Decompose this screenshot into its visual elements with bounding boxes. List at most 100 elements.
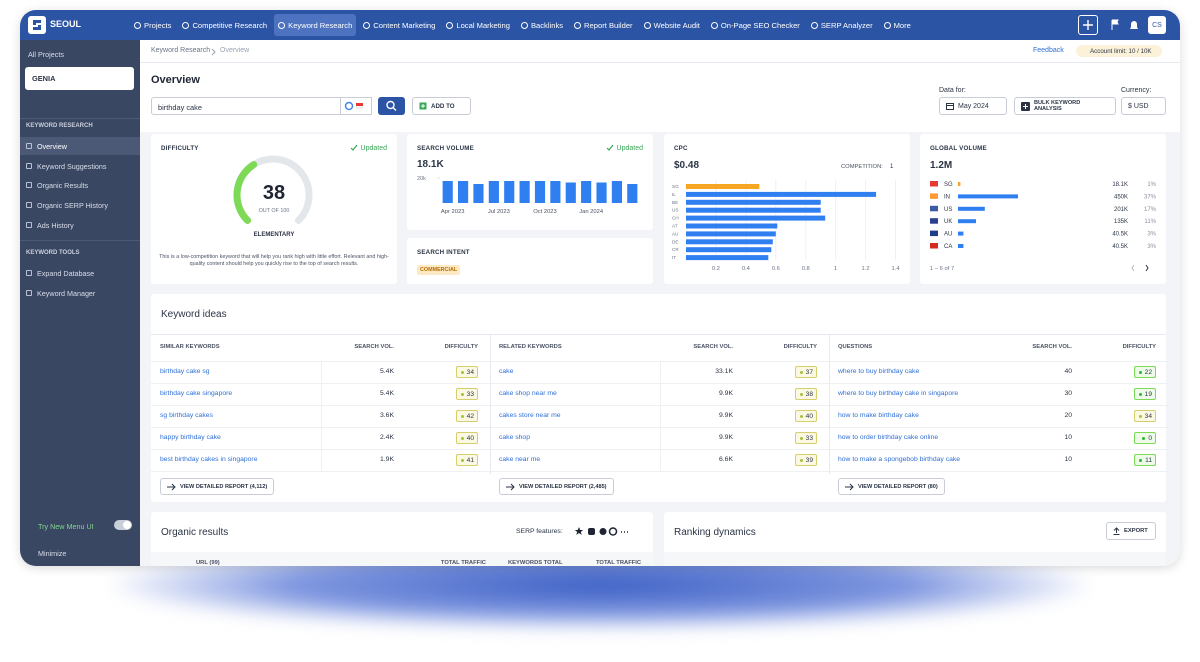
ranking-card: Ranking dynamics EXPORT (664, 512, 1166, 566)
export-label: EXPORT (1124, 528, 1148, 534)
x-tick-label: 0.2 (712, 266, 720, 272)
bar (581, 181, 592, 203)
report-label: VIEW DETAILED REPORT (4,112) (180, 483, 268, 490)
side-item[interactable]: Organic Results (20, 176, 140, 194)
divider (151, 334, 1166, 335)
row-divider (829, 383, 1168, 384)
bar (958, 244, 964, 248)
add-button[interactable] (1078, 15, 1098, 35)
try-new[interactable]: Try New Menu UI (38, 522, 94, 531)
nav-item[interactable]: Content Marketing (359, 14, 439, 36)
difficulty-badge: 19 (1134, 388, 1156, 400)
volume: 6.6K (719, 456, 733, 463)
check (350, 144, 357, 151)
keyword-link[interactable]: where to buy birthday cake in singapore (838, 390, 959, 397)
nav-item[interactable]: Projects (130, 14, 175, 36)
card-label: SEARCH VOLUME (417, 145, 474, 152)
search-icon (386, 100, 397, 111)
keyword-link[interactable]: best birthday cakes in singapore (160, 456, 258, 463)
nav-item[interactable]: Keyword Research (274, 14, 357, 36)
bar (565, 182, 576, 203)
keyword-link[interactable]: cake (499, 368, 514, 375)
flag (930, 181, 938, 187)
nav-item[interactable]: Report Builder (570, 14, 637, 36)
keyword-link[interactable]: happy birthday cake (160, 434, 221, 441)
keyword-link[interactable]: cake shop near me (499, 390, 557, 397)
add-to-label: ADD TO (431, 102, 455, 110)
search-button[interactable] (378, 97, 405, 115)
bar (686, 223, 778, 229)
side-item[interactable]: Keyword Suggestions (20, 157, 140, 175)
nav-item[interactable]: Backlinks (517, 14, 567, 36)
nav-item[interactable]: SERP Analyzer (807, 14, 877, 36)
side-item[interactable]: Organic SERP History (20, 196, 140, 214)
side-item[interactable]: Overview (20, 137, 140, 155)
difficulty-badge: 33 (795, 432, 817, 444)
keyword-link[interactable]: birthday cake singapore (160, 390, 233, 397)
top-nav: SEOUL Projects Competitive Research Keywor… (20, 10, 1180, 40)
breadcrumb[interactable]: Keyword Research (151, 47, 211, 54)
side-icon (26, 222, 32, 228)
value-label: 40.5K (1112, 232, 1128, 238)
keyword-link[interactable]: cake near me (499, 456, 541, 463)
report-button[interactable]: VIEW DETAILED REPORT (4,112) (160, 478, 275, 495)
bulk-button[interactable]: BULK KEYWORD ANALYSIS (1014, 97, 1116, 115)
keyword-link[interactable]: how to make a spongebob birthday cake (838, 456, 961, 463)
nav-icon (710, 21, 718, 29)
keyword-link[interactable]: how to order birthday cake online (838, 434, 939, 441)
column-divider (490, 334, 491, 474)
month-select[interactable]: May 2024 (939, 97, 1007, 115)
minimize[interactable]: Minimize (38, 549, 67, 558)
engine-select[interactable] (341, 97, 372, 115)
gauge-value (233, 161, 258, 224)
keyword-link[interactable]: birthday cake sg (160, 368, 210, 375)
status: Updated (606, 144, 643, 152)
row-divider (151, 383, 490, 384)
avatar[interactable]: CS (1148, 16, 1166, 34)
nav-item[interactable]: Website Audit (640, 14, 704, 36)
nav-item[interactable]: On-Page SEO Checker (707, 14, 804, 36)
country: UK (944, 219, 952, 225)
toggle[interactable] (114, 520, 132, 530)
difficulty-badge: 42 (456, 410, 478, 422)
keyword-link[interactable]: cake shop (499, 434, 530, 441)
nav-label: Competitive Research (192, 20, 268, 30)
row-divider (490, 383, 829, 384)
project-select[interactable]: GENIA (25, 67, 134, 90)
nav-item[interactable]: More (880, 14, 915, 36)
export-button[interactable]: EXPORT (1106, 522, 1156, 540)
volume: 3.6K (380, 412, 394, 419)
badge-value: 38 (805, 390, 813, 398)
side-item[interactable]: Ads History (20, 216, 140, 234)
search-input[interactable]: birthday cake (151, 97, 341, 115)
row-divider (829, 405, 1168, 406)
keyword-link[interactable]: where to buy birthday cake (838, 368, 920, 375)
badge-dot (1138, 370, 1142, 374)
badge-value: 41 (466, 456, 474, 464)
side-item[interactable]: Keyword Manager (20, 284, 140, 302)
y-tick-label: SG (672, 184, 679, 189)
side-label: Organic Results (37, 180, 89, 190)
all-projects[interactable]: All Projects (28, 50, 64, 59)
keyword-link[interactable]: how to make birthday cake (838, 412, 919, 419)
x-tick-label: Oct 2023 (533, 209, 557, 215)
keyword-link[interactable]: cakes store near me (499, 412, 561, 419)
currency-select[interactable]: $ USD (1121, 97, 1166, 115)
report-button[interactable]: VIEW DETAILED REPORT (2,485) (499, 478, 614, 495)
bar (596, 182, 607, 203)
side-item[interactable]: Expand Database (20, 264, 140, 282)
card-label: SEARCH INTENT (417, 249, 470, 256)
column-header: TOTAL TRAFFIC (440, 560, 486, 566)
feedback[interactable]: Feedback (1033, 47, 1064, 54)
nav-item[interactable]: Local Marketing (442, 14, 514, 36)
add-to-button[interactable]: ADD TO (412, 97, 471, 115)
y-tick-label: IL (672, 192, 676, 197)
nav-item[interactable]: Competitive Research (178, 14, 271, 36)
keyword-link[interactable]: sg birthday cakes (160, 412, 213, 419)
report-button[interactable]: VIEW DETAILED REPORT (80) (838, 478, 945, 495)
difficulty-card: DIFFICULTY Updated 38 OUT OF 100 ELEMENTARY T… (151, 134, 397, 284)
header (140, 40, 1180, 132)
side-icon (26, 290, 32, 296)
difficulty-badge: 11 (1134, 454, 1156, 466)
competition-label: COMPETITION: (841, 164, 883, 170)
